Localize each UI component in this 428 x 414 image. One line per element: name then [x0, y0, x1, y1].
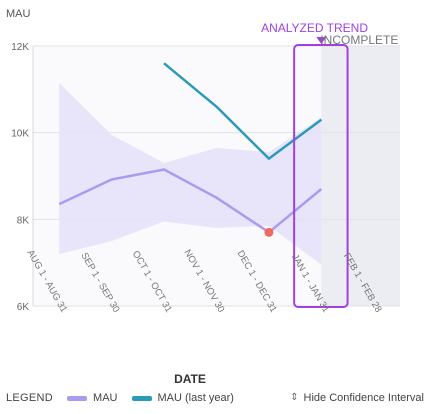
highlighted-point	[264, 227, 274, 237]
incomplete-label: INCOMPLETE	[320, 33, 398, 47]
hide-confidence-interval-toggle[interactable]: ⇕ Hide Confidence Interval	[290, 392, 424, 404]
y-tick-label: 8K	[17, 215, 30, 226]
legend-item-mau-last-year[interactable]: MAU (last year)	[131, 392, 234, 404]
y-tick-label: 10K	[11, 129, 29, 140]
hide-confidence-interval-label: Hide Confidence Interval	[303, 392, 424, 404]
y-axis-label: MAU	[6, 8, 31, 20]
sort-arrows-icon: ⇕	[290, 392, 299, 403]
legend-label-mau-last-year: MAU (last year)	[157, 392, 234, 404]
legend-label-mau: MAU	[93, 392, 118, 404]
legend-item-mau[interactable]: MAU	[67, 392, 118, 404]
legend-title: LEGEND	[6, 392, 54, 404]
series-line-mau	[58, 168, 323, 234]
confidence-interval-band	[59, 82, 322, 265]
x-axis-label: DATE	[174, 372, 206, 386]
legend-swatch-mau	[67, 395, 88, 401]
legend: LEGEND MAU MAU (last year) ⇕ Hide Confid…	[6, 389, 424, 407]
analyzed-trend-label: ANALYZED TREND	[261, 21, 368, 35]
y-tick-label: 6K	[17, 302, 30, 313]
incomplete-marker-icon	[316, 37, 327, 44]
legend-swatch-mau-last-year	[131, 395, 152, 401]
y-tick-label: 12K	[11, 42, 29, 53]
incomplete-region	[321, 46, 400, 306]
analyzed-trend-box	[293, 44, 349, 308]
